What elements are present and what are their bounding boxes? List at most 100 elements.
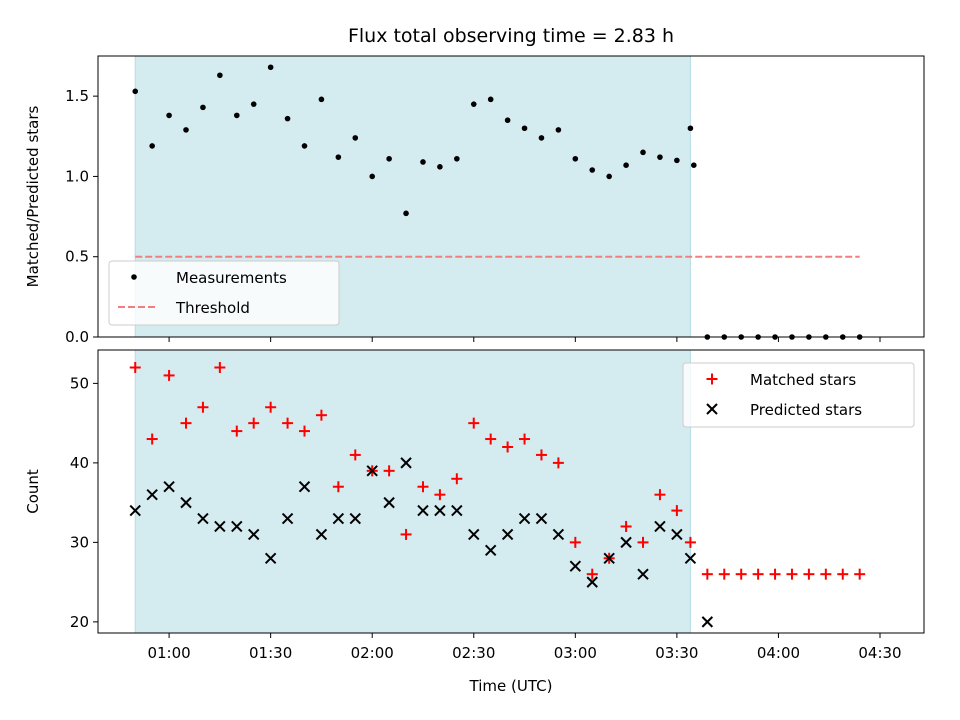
- legend-label: Matched stars: [750, 371, 856, 389]
- matched-star-marker: [282, 417, 294, 429]
- predicted-star-marker: [535, 512, 548, 525]
- measurement-point: [657, 154, 663, 160]
- matched-star-marker: [519, 433, 531, 445]
- matched-star-marker: [417, 481, 429, 493]
- predicted-star-marker: [684, 552, 697, 564]
- matched-star-marker: [735, 568, 747, 580]
- predicted-star-marker: [637, 568, 649, 580]
- measurement-point: [538, 135, 545, 141]
- measurement-point: [470, 101, 477, 107]
- matched-star-marker: [180, 417, 192, 429]
- matched-star-marker: [248, 417, 260, 429]
- chart-title: Flux total observing time = 2.83 h: [348, 25, 674, 47]
- y-tick-label: 30: [70, 533, 89, 551]
- matched-star-marker: [502, 441, 514, 453]
- measurement-point: [335, 154, 342, 160]
- y-tick-label: 40: [70, 454, 89, 472]
- predicted-star-marker: [315, 528, 328, 541]
- matched-star-marker: [231, 425, 243, 437]
- measurement-point: [217, 72, 223, 79]
- predicted-star-marker: [214, 520, 226, 533]
- predicted-star-marker: [163, 481, 175, 493]
- measurement-point: [386, 155, 392, 162]
- legend-label: Predicted stars: [750, 401, 862, 419]
- x-tick-label: 04:00: [757, 644, 800, 662]
- x-tick-label: 03:30: [655, 644, 698, 662]
- y-axis-label: Count: [24, 469, 42, 514]
- measurement-point: [437, 163, 443, 170]
- measurement-point: [267, 64, 274, 71]
- measurement-point: [623, 162, 629, 168]
- matched-star-marker: [265, 401, 277, 413]
- measurement-point: [687, 125, 694, 132]
- predicted-star-marker: [501, 528, 514, 541]
- predicted-star-marker: [231, 520, 243, 533]
- axes-frame: [97, 55, 925, 338]
- matched-star-marker: [146, 433, 158, 445]
- matched-star-marker: [684, 536, 696, 548]
- matched-star-marker: [820, 568, 832, 580]
- predicted-star-marker: [671, 528, 683, 541]
- y-axis-label: Matched/Predicted stars: [24, 106, 42, 288]
- matched-star-marker: [671, 505, 683, 517]
- predicted-star-marker: [146, 488, 158, 501]
- y-tick-label: 50: [70, 374, 89, 392]
- predicted-star-marker: [552, 528, 565, 541]
- y-tick-label: 0.5: [65, 248, 89, 266]
- predicted-star-marker: [197, 512, 209, 525]
- measurement-point: [487, 96, 494, 103]
- measurement-point: [149, 143, 155, 149]
- legend-marker-dot: [131, 274, 137, 280]
- measurement-point: [403, 210, 409, 217]
- predicted-star-marker: [484, 544, 497, 557]
- matched-star-marker: [214, 361, 226, 373]
- matched-star-marker: [129, 361, 141, 373]
- predicted-star-marker: [586, 576, 598, 588]
- measurement-point: [640, 149, 646, 156]
- matched-star-marker: [752, 568, 764, 580]
- matched-star-marker: [552, 457, 564, 469]
- predicted-star-marker: [417, 504, 429, 517]
- matched-star-marker: [718, 568, 730, 580]
- matched-star-marker: [434, 489, 446, 501]
- matched-star-marker: [654, 489, 666, 501]
- predicted-star-marker: [383, 496, 395, 509]
- predicted-star-marker: [298, 481, 311, 493]
- legend: Measurements Threshold: [108, 260, 340, 326]
- measurement-point: [555, 127, 562, 133]
- matched-star-marker: [535, 449, 547, 461]
- matched-star-marker: [769, 568, 781, 580]
- matched-star-marker: [383, 465, 395, 477]
- matched-star-marker: [349, 449, 361, 461]
- predicted-star-marker: [129, 504, 141, 517]
- legend-marker-plus: [706, 373, 718, 385]
- measurement-point: [352, 135, 359, 141]
- predicted-star-marker: [468, 528, 480, 541]
- matched-star-marker: [586, 568, 598, 580]
- x-tick-label: 02:00: [351, 644, 394, 662]
- matched-star-marker: [197, 401, 209, 413]
- top-panel: 0.0 0.5 1.0 1.5 Matched/Predicted stars Measu…: [24, 55, 925, 346]
- matched-star-marker: [786, 568, 798, 580]
- predicted-star-marker: [451, 504, 463, 517]
- matched-star-marker: [837, 568, 849, 580]
- predicted-star-marker: [701, 616, 714, 628]
- measurement-point: [132, 88, 139, 95]
- predicted-star-marker: [281, 512, 294, 525]
- matched-star-marker: [620, 520, 632, 532]
- matched-star-marker: [569, 536, 581, 548]
- matched-star-marker: [332, 481, 344, 493]
- legend: Matched stars Predicted stars: [682, 362, 915, 428]
- axes-frame: [97, 349, 925, 634]
- predicted-star-marker: [603, 552, 615, 564]
- x-tick-label: 01:00: [147, 644, 190, 662]
- x-tick-label: 01:30: [249, 644, 292, 662]
- measurement-point: [233, 112, 240, 119]
- measurement-point: [674, 157, 680, 164]
- measurement-point: [504, 117, 511, 124]
- matched-star-marker: [400, 528, 412, 540]
- matched-star-marker: [315, 409, 327, 421]
- matched-star-marker: [854, 568, 866, 580]
- matched-star-marker: [468, 417, 480, 429]
